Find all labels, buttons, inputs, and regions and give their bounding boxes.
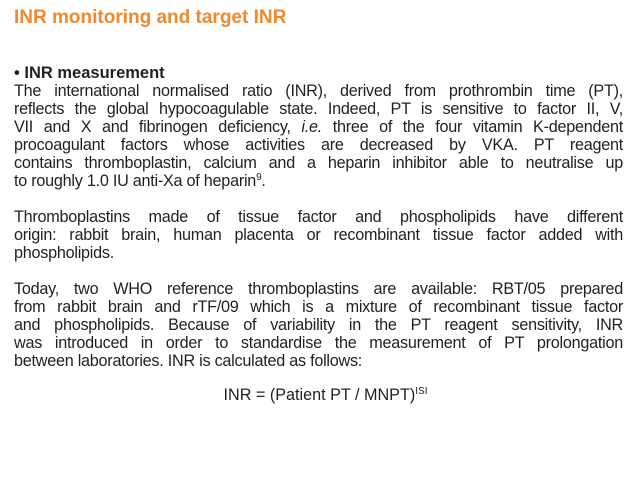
text-line: Today, two WHO reference thromboplastins… [14,280,623,298]
formula-base: INR = (Patient PT / MNPT) [223,386,416,404]
inr-formula: INR = (Patient PT / MNPT)ISI [14,386,623,404]
text-line: origin: rabbit brain, human placenta or … [14,226,623,244]
text-segment: . [261,172,266,190]
paragraph-who-reference: Today, two WHO reference thromboplastins… [14,280,623,370]
text-line: contains thromboplastin, calcium and a h… [14,154,623,172]
page-title: INR monitoring and target INR [14,7,287,28]
text-line: between laboratories. INR is calculated … [14,352,363,370]
section-heading-text: INR measurement [24,64,165,82]
text-line: VII and X and fibrinogen deficiency, i.e… [14,118,623,136]
text-segment: to roughly 1.0 IU anti-Xa of heparin [14,172,257,190]
text-line: and phospholipids. Because of variabilit… [14,316,623,334]
section-heading: • INR measurement [14,64,623,82]
text-line: to roughly 1.0 IU anti-Xa of heparin9. [14,172,623,190]
formula-exponent: ISI [415,386,428,397]
text-line: reflects the global hypocoagulable state… [14,100,623,118]
text-line: was introduced in order to standardise t… [14,334,623,352]
text-line: procoagulant factors whose activities ar… [14,136,623,154]
paragraph-thromboplastins: Thromboplastins made of tissue factor an… [14,208,623,262]
reference-superscript: 9 [256,172,262,183]
bullet: • [14,64,20,82]
text-line: The international normalised ratio (INR)… [14,82,623,100]
text-line: from rabbit brain and rTF/09 which is a … [14,298,623,316]
text-segment: VII and X and fibrinogen deficiency, [14,118,302,136]
text-segment: three of the four vitamin K-dependent [322,118,624,136]
paragraph-inr-definition: The international normalised ratio (INR)… [14,82,623,190]
italic-ie: i.e. [301,118,323,136]
text-line: phospholipids. [14,244,114,262]
text-line: Thromboplastins made of tissue factor an… [14,208,623,226]
